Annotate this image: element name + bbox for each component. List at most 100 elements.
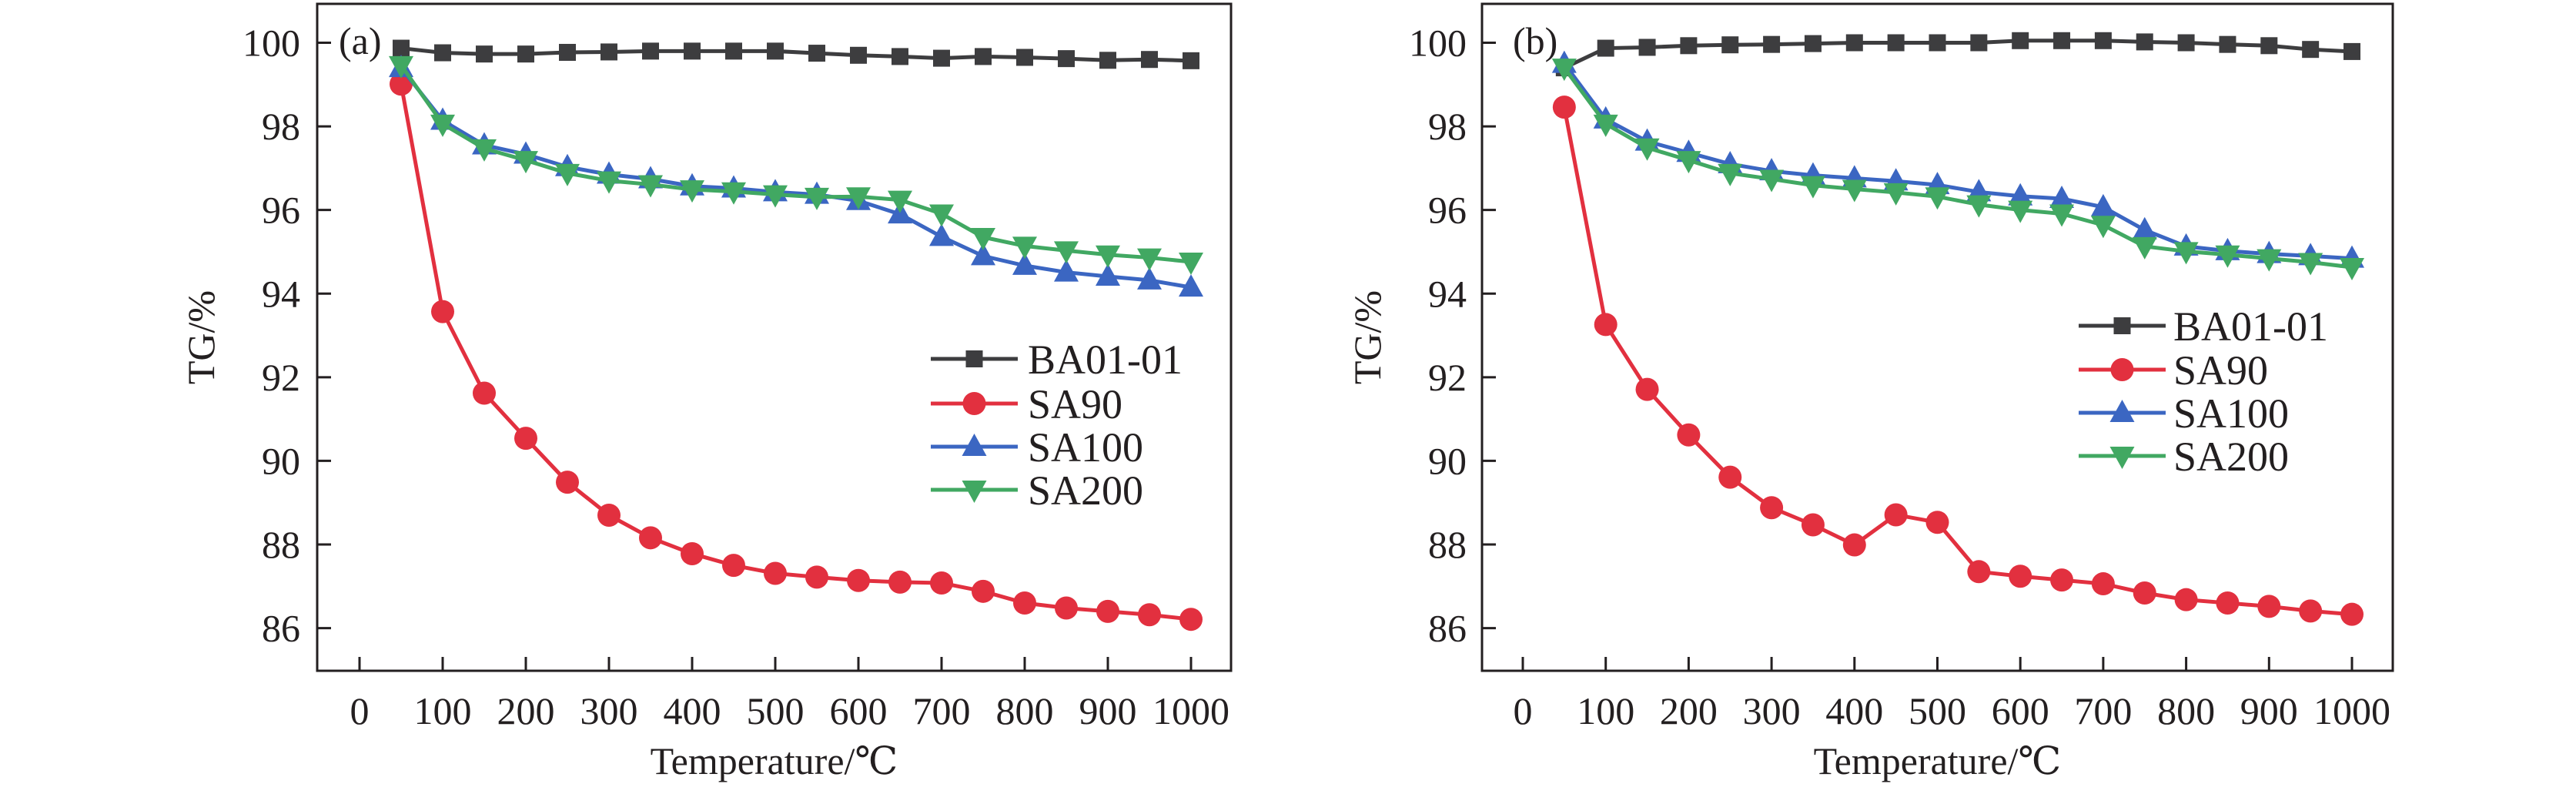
- y-tick-label: 90: [1428, 439, 1467, 482]
- data-point: [767, 42, 784, 60]
- data-point: [2053, 32, 2071, 49]
- data-point: [975, 48, 992, 65]
- legend-marker: [2109, 447, 2135, 469]
- series-ba01-01: [393, 39, 1199, 69]
- data-point: [1138, 603, 1161, 627]
- x-tick-label: 300: [1743, 689, 1801, 732]
- x-axis-label: Temperature/℃: [651, 739, 898, 782]
- data-point: [556, 471, 579, 494]
- legend-label: SA100: [1028, 424, 1143, 471]
- data-point: [888, 190, 912, 213]
- series-line: [1562, 66, 2353, 270]
- data-point: [2050, 568, 2074, 592]
- data-point: [930, 571, 953, 595]
- data-point: [725, 42, 742, 60]
- data-point: [1929, 34, 1946, 52]
- legend-item: SA200: [2079, 434, 2289, 480]
- data-point: [1179, 252, 1203, 275]
- data-point: [764, 561, 787, 585]
- data-point: [1593, 114, 1618, 137]
- series-ba01-01: [1555, 32, 2360, 77]
- legend-label: BA01-01: [2173, 303, 2328, 350]
- series-sa90: [390, 72, 1203, 632]
- data-point: [2094, 32, 2112, 49]
- data-point: [1676, 151, 1701, 174]
- x-tick-label: 200: [497, 689, 555, 732]
- data-point: [642, 42, 659, 60]
- y-tick-label: 94: [1428, 272, 1467, 315]
- data-point: [2219, 35, 2236, 53]
- x-tick-label: 300: [580, 689, 638, 732]
- data-point: [2174, 588, 2198, 611]
- data-point: [808, 45, 825, 62]
- data-point: [888, 570, 912, 594]
- panel-b: 0 100 200 300 400 500 600 700 800 900 1000 86 88 90 92…: [1346, 2, 2394, 782]
- x-tick-label: 500: [1909, 689, 1966, 732]
- data-point: [1058, 50, 1075, 68]
- data-point: [2049, 204, 2075, 227]
- y-tick-label: 98: [1428, 105, 1467, 148]
- data-point: [1970, 34, 1988, 52]
- legend-marker: [2109, 400, 2135, 422]
- y-axis-label: TG/%: [1346, 290, 1389, 384]
- y-tick-label: 98: [262, 105, 300, 148]
- y-tick-label: 88: [262, 523, 300, 566]
- x-tick-label: 100: [414, 689, 472, 732]
- legend-label: SA200: [2173, 434, 2289, 480]
- panel-label: (b): [1513, 19, 1557, 62]
- data-point: [2132, 236, 2157, 260]
- data-point: [1179, 274, 1203, 297]
- x-tick-label: 600: [830, 689, 888, 732]
- data-point: [2340, 602, 2364, 626]
- data-point: [2049, 186, 2075, 209]
- data-point: [2090, 193, 2116, 216]
- data-point: [2343, 42, 2360, 60]
- data-point: [805, 565, 828, 589]
- data-point: [514, 151, 538, 174]
- data-point: [680, 180, 704, 203]
- data-point: [1054, 241, 1079, 264]
- panel-label: (a): [339, 19, 382, 62]
- data-point: [1677, 423, 1701, 447]
- data-point: [1016, 49, 1033, 66]
- data-point: [1013, 591, 1036, 615]
- legend-label: SA100: [2173, 390, 2289, 437]
- y-axis-label: TG/%: [179, 290, 222, 384]
- data-point: [2177, 34, 2195, 52]
- data-point: [1966, 195, 1992, 218]
- data-point: [1842, 533, 1866, 557]
- data-point: [472, 139, 497, 162]
- data-point: [389, 55, 413, 79]
- legend-marker: [962, 392, 986, 415]
- data-point: [2298, 253, 2323, 276]
- y-tick-label: 96: [262, 189, 300, 232]
- legend-label: SA90: [1028, 381, 1122, 427]
- series-sa100: [389, 55, 1203, 297]
- legend-marker: [962, 434, 987, 456]
- data-point: [847, 568, 870, 592]
- data-point: [1137, 248, 1162, 271]
- data-point: [1141, 51, 1158, 69]
- data-point: [1884, 503, 1908, 527]
- y-tick-label: 100: [243, 22, 300, 65]
- series-sa200: [1551, 59, 2364, 281]
- data-point: [434, 44, 451, 62]
- data-point: [1552, 95, 1576, 119]
- data-point: [2299, 599, 2323, 623]
- y-tick-label: 86: [262, 607, 300, 650]
- data-point: [2340, 258, 2364, 281]
- data-point: [1183, 52, 1199, 69]
- data-point: [2008, 200, 2033, 223]
- data-point: [1760, 496, 1784, 520]
- data-point: [555, 163, 580, 186]
- data-point: [559, 43, 576, 61]
- data-point: [1099, 52, 1116, 69]
- data-point: [684, 42, 701, 60]
- x-tick-label: 900: [2240, 689, 2298, 732]
- y-tick-label: 86: [1428, 607, 1467, 650]
- data-point: [597, 504, 621, 528]
- data-point: [1096, 245, 1120, 268]
- x-tick-label: 1000: [1153, 689, 1229, 732]
- legend-item: SA200: [931, 467, 1143, 514]
- data-point: [1137, 266, 1162, 290]
